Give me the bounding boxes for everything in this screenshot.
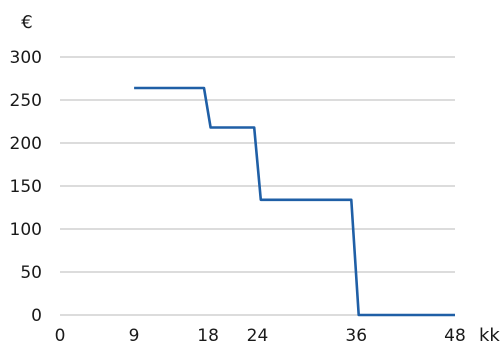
- x-tick-label: 36: [345, 326, 367, 344]
- x-axis-ticks: 0 9 18 24 36 48: [55, 326, 466, 344]
- x-tick-label: 24: [247, 326, 269, 344]
- y-tick-label: 50: [20, 263, 42, 283]
- y-axis-ticks: 0 50 100 150 200 250 300: [10, 48, 42, 326]
- series-layer: [134, 86, 455, 317]
- x-tick-label: 48: [444, 326, 466, 344]
- y-tick-label: 150: [10, 177, 42, 197]
- series-line: [134, 86, 455, 317]
- gridlines: [60, 56, 455, 316]
- x-axis-unit-label: kk: [479, 325, 500, 344]
- y-tick-label: 0: [31, 306, 42, 326]
- y-tick-label: 250: [10, 91, 42, 111]
- y-tick-label: 200: [10, 134, 42, 154]
- y-axis-unit-label: €: [21, 12, 32, 33]
- x-tick-label: 0: [55, 326, 66, 344]
- y-tick-label: 300: [10, 48, 42, 68]
- x-tick-label: 18: [197, 326, 219, 344]
- x-tick-label: 9: [129, 326, 140, 344]
- y-tick-label: 100: [10, 220, 42, 240]
